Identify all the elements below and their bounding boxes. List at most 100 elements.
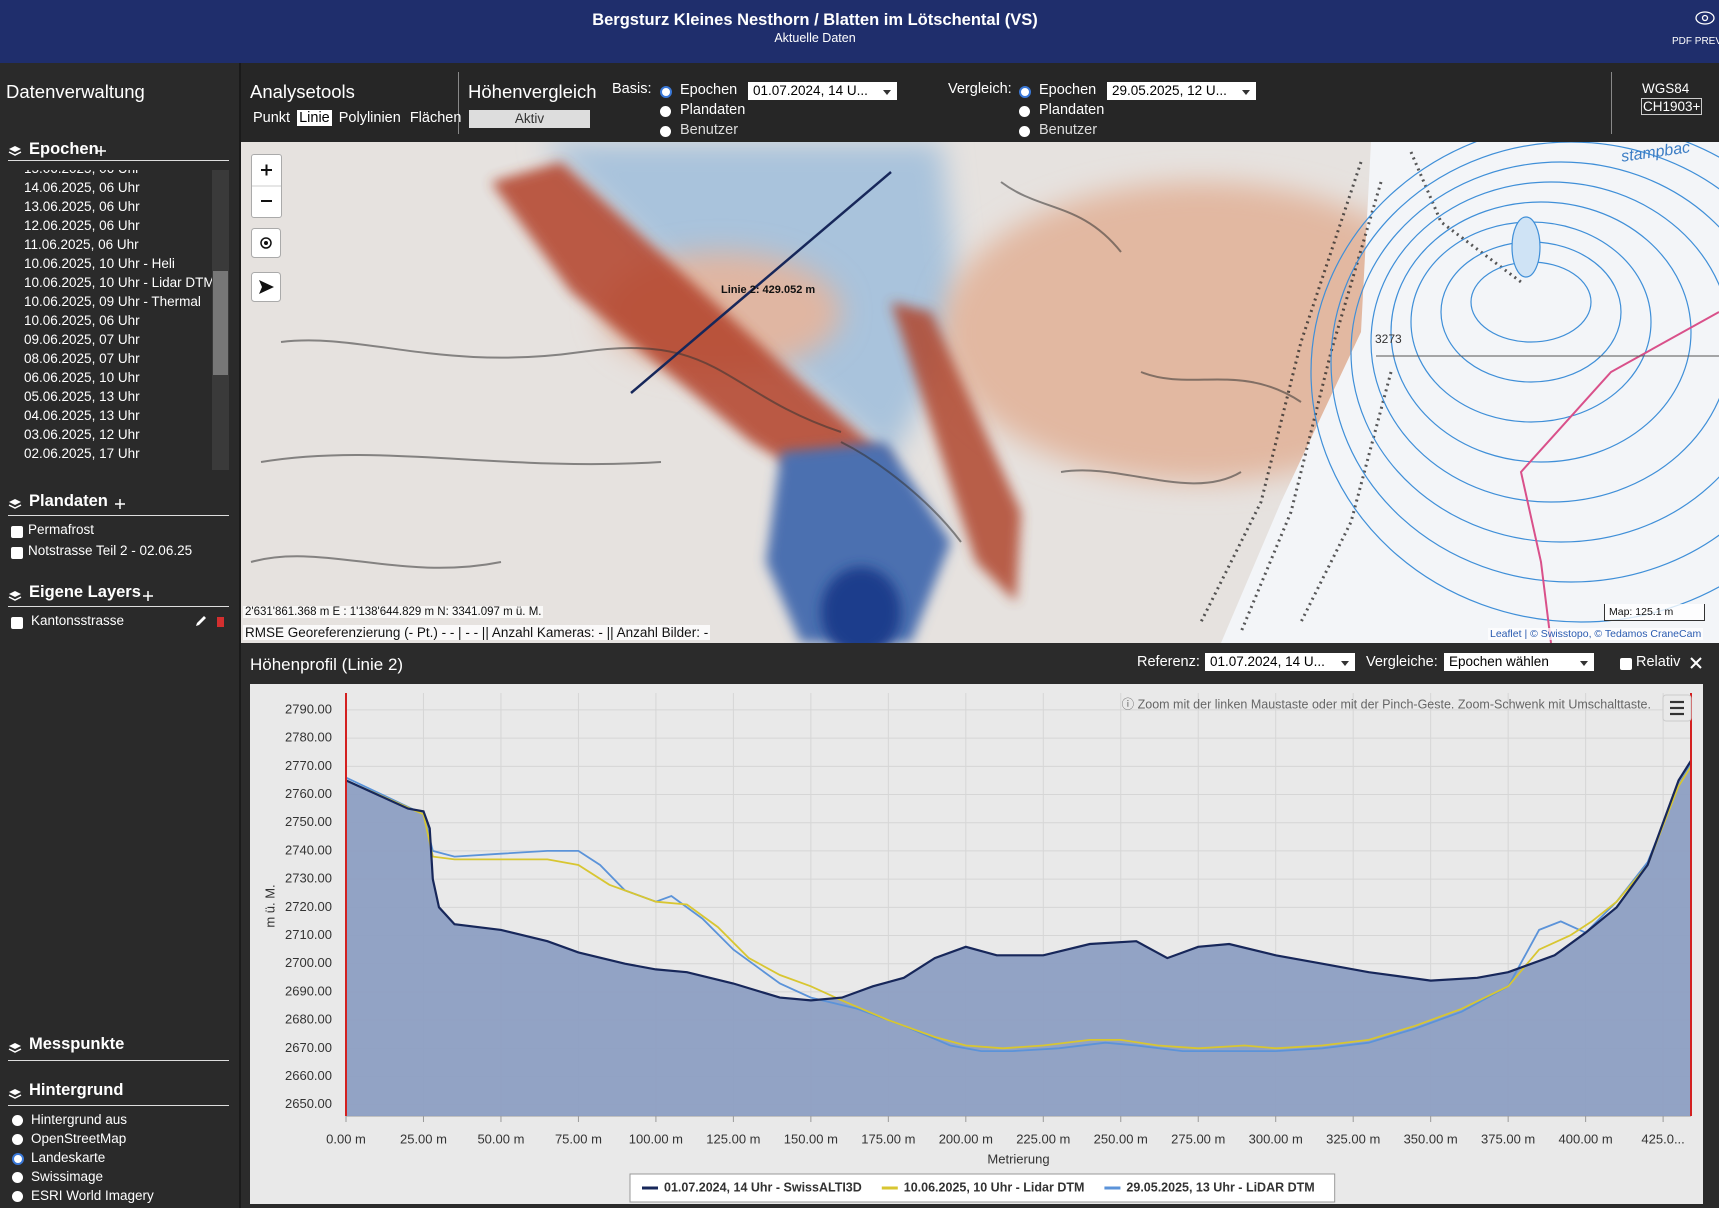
radio[interactable] [12,1172,23,1183]
epochen-list: 15.06.2025, 06 Uhr 14.06.2025, 06 Uhr 13.0… [0,170,212,470]
layers-icon [8,589,22,601]
epoch-item[interactable]: 13.06.2025, 06 Uhr [24,199,140,214]
section-line [8,1060,229,1061]
pdf-icon[interactable] [1694,10,1716,26]
radio[interactable] [12,1134,23,1145]
epoch-item[interactable]: 08.06.2025, 07 Uhr [24,351,140,366]
radio[interactable] [12,1115,23,1126]
relativ-checkbox[interactable] [1620,658,1632,670]
x-axis-title: Metrierung [987,1151,1049,1166]
x-tick-label: 325.00 m [1326,1131,1380,1146]
basis-select[interactable]: 01.07.2024, 14 U... [748,82,897,100]
radio[interactable] [660,126,671,137]
epoch-item[interactable]: 10.06.2025, 06 Uhr [24,313,140,328]
sidebar-title: Datenverwaltung [6,81,145,102]
map[interactable]: Linie 2: 429.052 m 3273 stampbac 2'631'8… [241,142,1719,643]
chart-menu[interactable] [1662,694,1692,722]
epoch-item[interactable]: 04.06.2025, 13 Uhr [24,408,140,423]
epoch-item[interactable]: 05.06.2025, 13 Uhr [24,389,140,404]
epoch-item[interactable]: 10.06.2025, 09 Uhr - Thermal [24,294,201,309]
background-option: Hintergrund aus [31,1112,128,1127]
scale-bar: Map: 125.1 m [1604,604,1705,621]
section-line [8,606,229,607]
active-button[interactable]: Aktiv [469,110,590,128]
locate-button[interactable] [251,228,282,259]
vergleiche-select[interactable]: Epochen wählen [1444,653,1594,671]
navigate-button[interactable] [251,272,282,303]
add-icon[interactable] [95,144,107,156]
x-tick-label: 300.00 m [1249,1131,1303,1146]
pdf-preview[interactable]: PDF PREVI [1672,36,1719,47]
layer-item: Notstrasse Teil 2 - 02.06.25 [28,543,193,558]
y-tick-label: 2690.00 [285,983,332,998]
epoch-item[interactable]: 06.06.2025, 10 Uhr [24,370,140,385]
epoch-item[interactable]: 12.06.2025, 06 Uhr [24,218,140,233]
crs-label[interactable]: WGS84 [1642,81,1690,96]
radio[interactable] [1019,86,1031,98]
zoom-control [251,154,282,218]
y-tick-label: 2720.00 [285,899,332,914]
attribution[interactable]: Leaflet | © Swisstopo, © Tedamos CraneCa… [1488,628,1704,640]
radio[interactable] [1019,126,1030,137]
option-label: Plandaten [680,102,746,118]
radio[interactable] [1019,106,1030,117]
add-icon[interactable] [114,497,126,509]
crs-label[interactable]: CH1903+ [1641,98,1703,115]
x-tick-label: 125.00 m [706,1131,760,1146]
section-line [8,515,229,516]
vergleich-select[interactable]: 29.05.2025, 12 U... [1107,82,1256,100]
epoch-item[interactable]: 15.06.2025, 06 Uhr [24,170,140,176]
vergleich-label: Vergleich: [948,81,1012,97]
section-header: Plandaten [29,492,108,510]
radio[interactable] [12,1191,23,1202]
tool-button[interactable]: Flächen [409,110,462,126]
tool-button[interactable]: Punkt [253,110,291,126]
epoch-item[interactable]: 10.06.2025, 10 Uhr - Lidar DTM [24,275,212,290]
y-tick-label: 2700.00 [285,955,332,970]
zoom-buttons[interactable] [252,155,281,217]
radio[interactable] [660,86,672,98]
tool-button[interactable]: Linie [297,110,332,126]
y-tick-label: 2780.00 [285,730,332,745]
checkbox[interactable] [11,547,23,559]
epoch-item[interactable]: 09.06.2025, 07 Uhr [24,332,140,347]
radio[interactable] [12,1153,24,1165]
background-option: Swissimage [31,1169,104,1184]
separator [1611,72,1612,134]
basis-label: Basis: [612,81,652,97]
epoch-item[interactable]: 02.06.2025, 17 Uhr [24,446,140,461]
referenz-label: Referenz: [1137,654,1200,670]
y-tick-label: 2750.00 [285,814,332,829]
y-axis-title: m ü. M. [262,884,277,927]
x-tick-label: 425.0... [1641,1131,1684,1146]
legend-label: 10.06.2025, 10 Uhr - Lidar DTM [904,1180,1085,1194]
y-tick-label: 2770.00 [285,758,332,773]
epoch-item[interactable]: 14.06.2025, 06 Uhr [24,180,140,195]
x-tick-label: 150.00 m [784,1131,838,1146]
legend-label: 29.05.2025, 13 Uhr - LiDAR DTM [1126,1180,1314,1194]
add-icon[interactable] [142,589,154,601]
y-tick-label: 2730.00 [285,871,332,886]
epoch-item[interactable]: 03.06.2025, 12 Uhr [24,427,140,442]
x-tick-label: 0.00 m [326,1131,366,1146]
epoch-item[interactable]: 11.06.2025, 06 Uhr [24,237,139,252]
section-header: Eigene Layers [29,583,141,601]
radio[interactable] [660,106,671,117]
y-tick-label: 2650.00 [285,1096,332,1111]
profile-chart: 2650.00 2660.00 2670.00 2680.00 2690.00 2700.… [250,684,1703,1204]
checkbox[interactable] [11,526,23,538]
header: Bergsturz Kleines Nesthorn / Blatten im … [0,0,1719,63]
close-button[interactable] [1689,656,1703,670]
checkbox[interactable] [11,617,23,629]
relativ-label: Relativ [1636,654,1681,670]
epoch-item[interactable]: 10.06.2025, 10 Uhr - Heli [24,256,175,271]
x-tick-label: 275.00 m [1171,1131,1225,1146]
referenz-select[interactable]: 01.07.2024, 14 U... [1205,653,1355,671]
legend: 01.07.2024, 14 Uhr - SwissALTI3D 10.06.20… [629,1173,1336,1203]
tool-button[interactable]: Polylinien [338,110,401,126]
layers-icon [8,497,22,509]
layers-icon [8,1087,22,1099]
layer-actions[interactable] [194,614,228,628]
y-tick-label: 2740.00 [285,842,332,857]
